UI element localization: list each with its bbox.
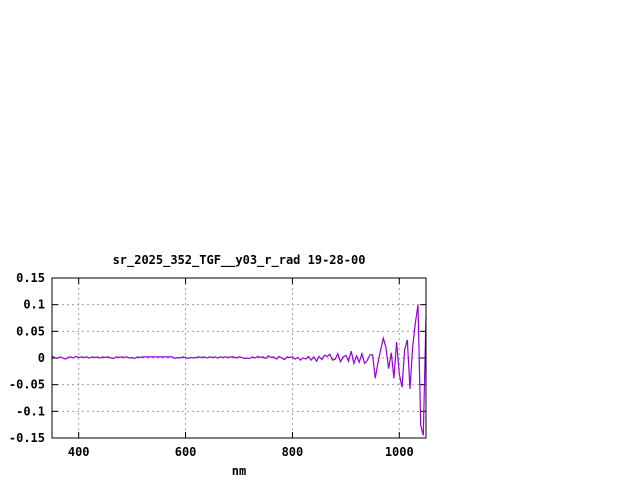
chart-title: sr_2025_352_TGF__y03_r_rad 19-28-00	[113, 253, 366, 268]
y-tick-label: 0.1	[23, 298, 45, 312]
y-tick-label: -0.05	[9, 378, 45, 392]
x-tick-label: 1000	[385, 445, 414, 459]
x-tick-label: 800	[282, 445, 304, 459]
x-tick-label: 600	[175, 445, 197, 459]
y-tick-label: -0.15	[9, 431, 45, 445]
y-tick-label: -0.1	[16, 404, 45, 418]
grid	[52, 278, 426, 438]
x-axis: 400 600 800 1000	[68, 278, 414, 459]
x-axis-label: nm	[232, 464, 246, 478]
plot-frame	[51, 277, 427, 439]
y-axis: -0.15 -0.1 -0.05 0 0.05 0.1 0.15	[9, 271, 426, 445]
x-tick-label: 400	[68, 445, 90, 459]
series-line	[51, 304, 427, 436]
y-tick-label: 0	[38, 351, 45, 365]
y-tick-label: 0.05	[16, 324, 45, 338]
y-tick-label: 0.15	[16, 271, 45, 285]
